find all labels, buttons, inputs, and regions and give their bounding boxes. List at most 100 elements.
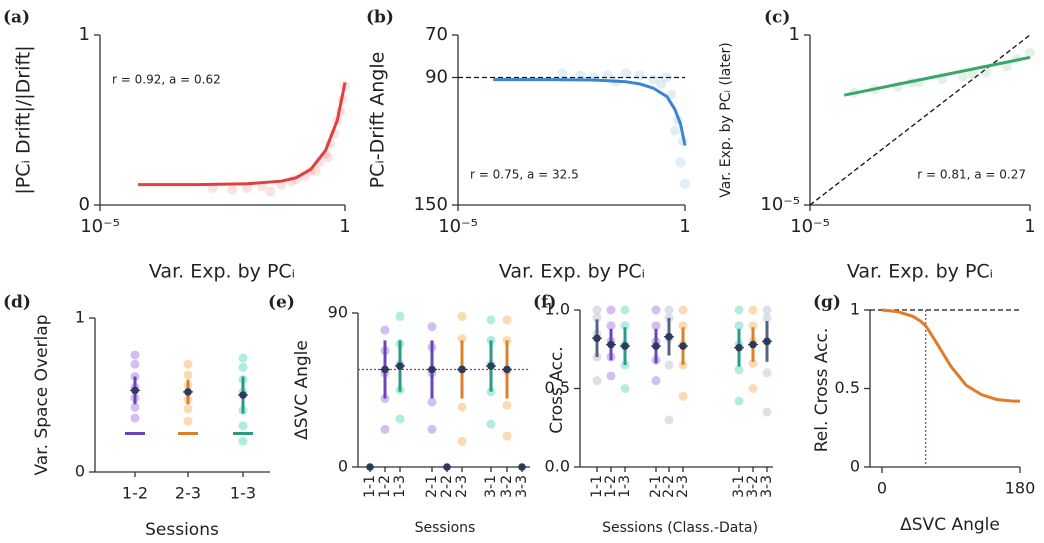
data-point [748,358,758,368]
data-point [380,325,390,335]
data-point [602,70,613,81]
mean-marker [621,342,629,350]
mean-marker [652,342,660,350]
mean-marker [503,365,511,374]
x-tick-label: 2-3 [454,475,470,498]
data-point [130,350,140,360]
mean-marker [749,340,757,349]
mean-marker [763,337,771,346]
data-point [661,72,672,83]
x-tick-label: 2-3 [175,484,201,503]
data-point [606,321,616,331]
x-tick-label: 1 [339,216,350,237]
x-tick-label: 0 [877,479,887,498]
panel-label: (d) [3,293,31,313]
data-point [380,424,390,434]
mean-marker [184,388,192,396]
data-point [323,152,334,163]
data-point [957,71,968,82]
data-point [395,414,405,424]
mean-marker [443,463,451,471]
x-axis-label: Var. Exp. by PCᵢ [149,261,295,283]
y-tick-label: 1 [75,308,85,327]
data-point [620,68,631,79]
data-point [651,305,661,315]
y-tick-label: 0.5 [545,378,570,397]
data-point [634,70,645,81]
data-point [395,311,405,321]
data-point [981,67,991,78]
y-tick-label: 1 [79,24,90,45]
data-point [592,313,602,323]
data-point [651,376,661,386]
curve [881,308,1020,403]
x-tick-label: 1-1 [362,475,378,498]
x-tick-label: 10⁻⁵ [438,216,478,237]
fit-line [138,82,347,187]
y-tick-label: 0 [338,457,348,476]
data-point [734,396,744,406]
x-axis-label: Sessions [415,520,476,536]
data-point [427,397,437,407]
data-point [664,415,674,425]
data-point [762,407,772,417]
y-tick-label: 0 [75,462,85,481]
mean-marker [607,340,615,349]
data-point [748,321,758,331]
fit-line [493,78,687,146]
mean-marker [593,334,601,343]
mean-marker [381,365,389,374]
data-point [606,371,616,381]
data-point [502,400,512,410]
data-point [748,384,758,393]
y-axis-label: ΔSVC Angle [292,340,312,440]
y-tick-label: 10⁻⁵ [760,194,800,215]
data-point [183,416,193,426]
x-axis-label: Var. Exp. by PCᵢ [847,261,993,283]
data-point [620,384,630,393]
data-point [648,74,659,85]
data-point [130,359,140,369]
data-point [678,391,688,401]
data-point [620,305,630,315]
panel-label: (a) [3,8,30,28]
x-tick-label: 2-1 [648,475,664,498]
data-point [734,365,744,375]
data-point [265,186,276,197]
data-point [734,305,744,315]
y-tick-label: 0.0 [545,457,570,476]
x-axis-label: Var. Exp. by PCᵢ [499,261,645,283]
x-tick-label: 1-1 [589,475,605,498]
data-point [762,368,772,378]
data-point [457,402,467,412]
x-tick-label: 2-3 [675,475,691,498]
mean-marker [665,332,673,341]
mean-marker [735,343,743,352]
data-point [762,305,772,315]
data-point [651,321,661,331]
identity-line [809,34,1031,206]
data-point [575,70,586,81]
mean-marker [239,391,247,399]
y-tick-label: 0.5 [835,378,860,397]
data-point [669,125,680,136]
x-tick-label: 2-2 [439,475,455,498]
y-tick-label: 1.0 [545,300,570,319]
x-tick-label: 1-2 [122,484,148,503]
x-tick-label: 2-2 [661,475,677,498]
x-tick-label: 3-2 [499,475,515,498]
x-tick-label: 1-2 [377,475,393,498]
data-point [592,376,602,386]
y-axis-label: |PCᵢ Drift|/|Drift| [13,45,35,194]
data-point [664,360,674,370]
data-point [457,311,467,321]
x-tick-label: 10⁻⁵ [790,216,830,237]
y-axis-label: Var. Space Overlap [32,315,52,476]
y-tick-label: 0 [850,457,860,476]
y-axis-label: Cross Acc. [547,346,567,433]
data-point [238,353,248,363]
y-tick-label: 90 [328,303,348,322]
data-point [656,78,667,89]
annotation: r = 0.75, a = 32.5 [470,168,579,182]
